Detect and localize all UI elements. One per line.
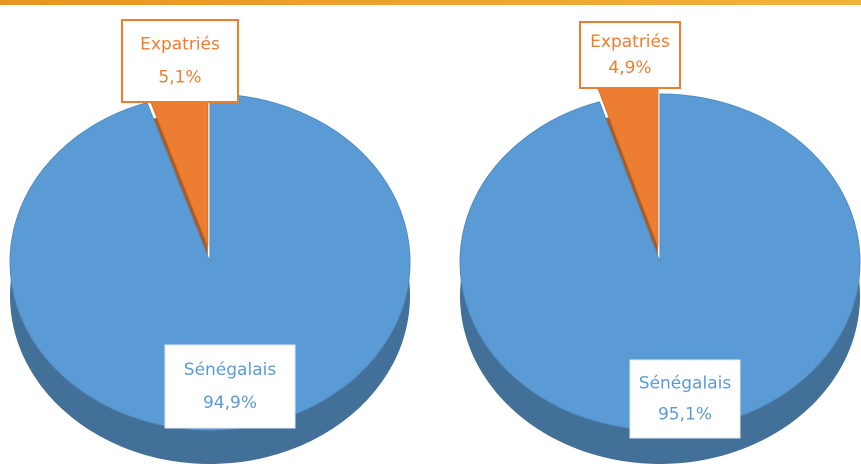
category-label: Sénégalais <box>184 360 277 380</box>
top-bar <box>0 0 861 5</box>
category-label: Expatriés <box>140 35 220 55</box>
category-label: Expatriés <box>590 32 670 52</box>
value-label: 5,1% <box>158 67 201 87</box>
value-label: 4,9% <box>608 58 651 78</box>
value-label: 95,1% <box>658 405 712 425</box>
label-box <box>579 21 681 89</box>
label-box <box>121 19 239 103</box>
label-box <box>164 344 296 429</box>
value-label: 94,9% <box>203 393 257 413</box>
category-label: Sénégalais <box>639 373 732 393</box>
label-box <box>629 359 741 439</box>
